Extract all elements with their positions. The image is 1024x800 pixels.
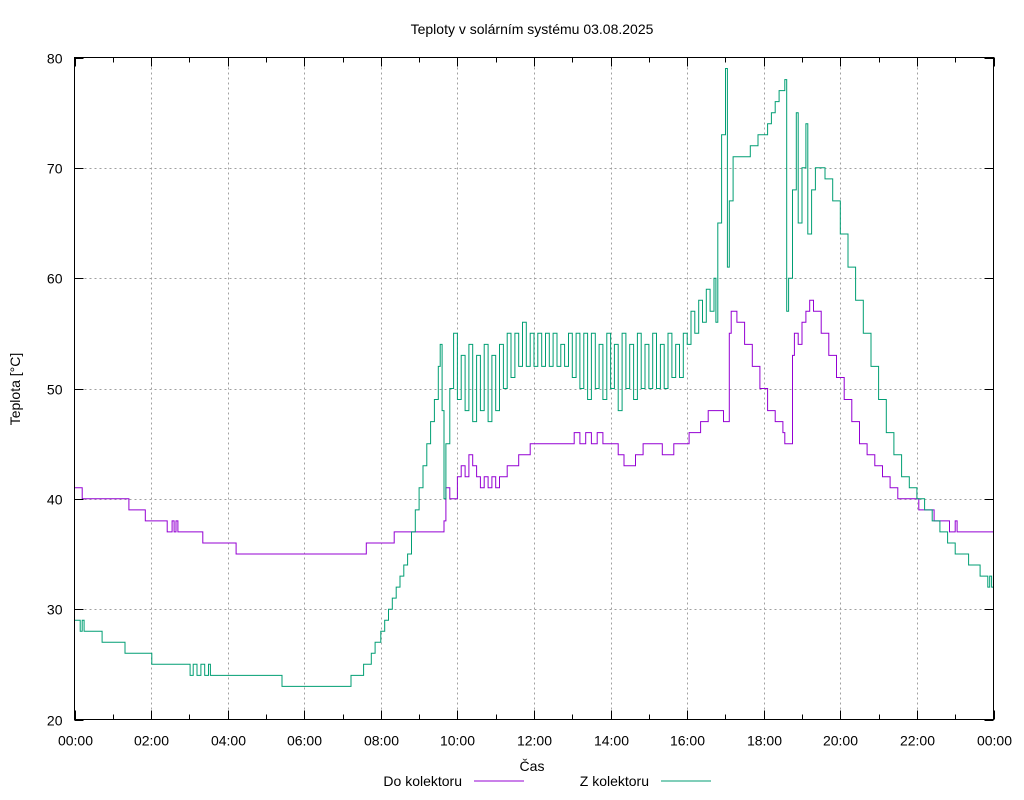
series-line-do-kolektoru: [74, 299, 994, 555]
legend-label-do-kolektoru: Do kolektoru: [383, 773, 462, 789]
chart-title: Teploty v solárním systému 03.08.2025: [411, 21, 654, 37]
ticks: 20 30 40 50 60 70 80 00:00 02:00 04:00 06:00 08:00 1…: [47, 51, 1012, 749]
x-tick-label: 02:00: [134, 733, 169, 749]
legend: Do kolektoru Z kolektoru: [383, 773, 711, 789]
x-tick-label: 00:00: [58, 733, 93, 749]
x-tick-label: 04:00: [211, 733, 246, 749]
y-tick-label: 30: [47, 602, 63, 618]
y-tick-label: 80: [47, 51, 63, 67]
y-tick-label: 40: [47, 492, 63, 508]
legend-label-z-kolektoru: Z kolektoru: [580, 773, 649, 789]
y-tick-label: 50: [47, 382, 63, 398]
series-layer: [74, 68, 994, 687]
x-tick-label: 06:00: [287, 733, 322, 749]
series-line-z-kolektoru: [74, 68, 994, 687]
x-tick-label: 12:00: [517, 733, 552, 749]
x-tick-label: 20:00: [823, 733, 858, 749]
x-tick-label: 18:00: [747, 733, 782, 749]
x-tick-label: 22:00: [900, 733, 935, 749]
x-tick-label: 10:00: [440, 733, 475, 749]
y-tick-label: 20: [47, 713, 63, 729]
y-axis-label: Teplota [°C]: [7, 353, 23, 426]
x-axis-label: Čas: [520, 758, 545, 774]
x-tick-label: 08:00: [364, 733, 399, 749]
y-tick-label: 70: [47, 161, 63, 177]
y-tick-label: 60: [47, 271, 63, 287]
x-tick-label: 14:00: [594, 733, 629, 749]
x-tick-label: 16:00: [670, 733, 705, 749]
x-tick-label: 00:00: [977, 733, 1012, 749]
grid: [74, 57, 994, 720]
